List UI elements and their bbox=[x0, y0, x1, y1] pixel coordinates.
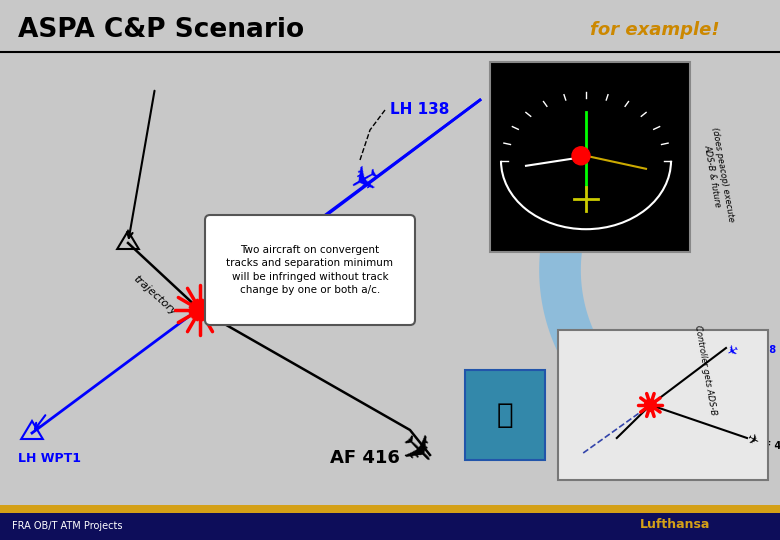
Text: ASPA C&P Scenario: ASPA C&P Scenario bbox=[18, 17, 304, 43]
Text: ✈: ✈ bbox=[722, 339, 739, 357]
Text: ✈: ✈ bbox=[388, 425, 442, 479]
Text: Lufthansa: Lufthansa bbox=[640, 518, 711, 531]
Circle shape bbox=[572, 147, 590, 165]
Text: ✈: ✈ bbox=[743, 431, 760, 449]
Text: for example!: for example! bbox=[590, 21, 720, 39]
Bar bbox=[490, 62, 690, 252]
Circle shape bbox=[192, 302, 208, 318]
Text: FRA OB/T ATM Projects: FRA OB/T ATM Projects bbox=[12, 521, 122, 531]
Text: 🖥️: 🖥️ bbox=[497, 401, 513, 429]
Bar bbox=[0, 505, 780, 513]
Text: AF 416: AF 416 bbox=[330, 449, 400, 467]
Text: Controller gets ADS-B: Controller gets ADS-B bbox=[693, 325, 718, 416]
Text: AF 416: AF 416 bbox=[757, 441, 780, 451]
Bar bbox=[0, 513, 780, 540]
FancyBboxPatch shape bbox=[205, 215, 415, 325]
Circle shape bbox=[647, 401, 654, 409]
Text: LH WPT1: LH WPT1 bbox=[18, 451, 81, 464]
Text: ✈: ✈ bbox=[336, 153, 380, 197]
Text: (does peacop) execute
ADS-B & future: (does peacop) execute ADS-B & future bbox=[700, 126, 736, 224]
Text: trajectory: trajectory bbox=[132, 273, 179, 317]
Text: LH 138: LH 138 bbox=[390, 103, 449, 118]
Bar bbox=[465, 370, 545, 460]
Text: LH 138: LH 138 bbox=[738, 345, 776, 355]
Bar bbox=[558, 330, 768, 480]
Text: Two aircraft on convergent
tracks and separation minimum
will be infringed witho: Two aircraft on convergent tracks and se… bbox=[226, 245, 393, 295]
